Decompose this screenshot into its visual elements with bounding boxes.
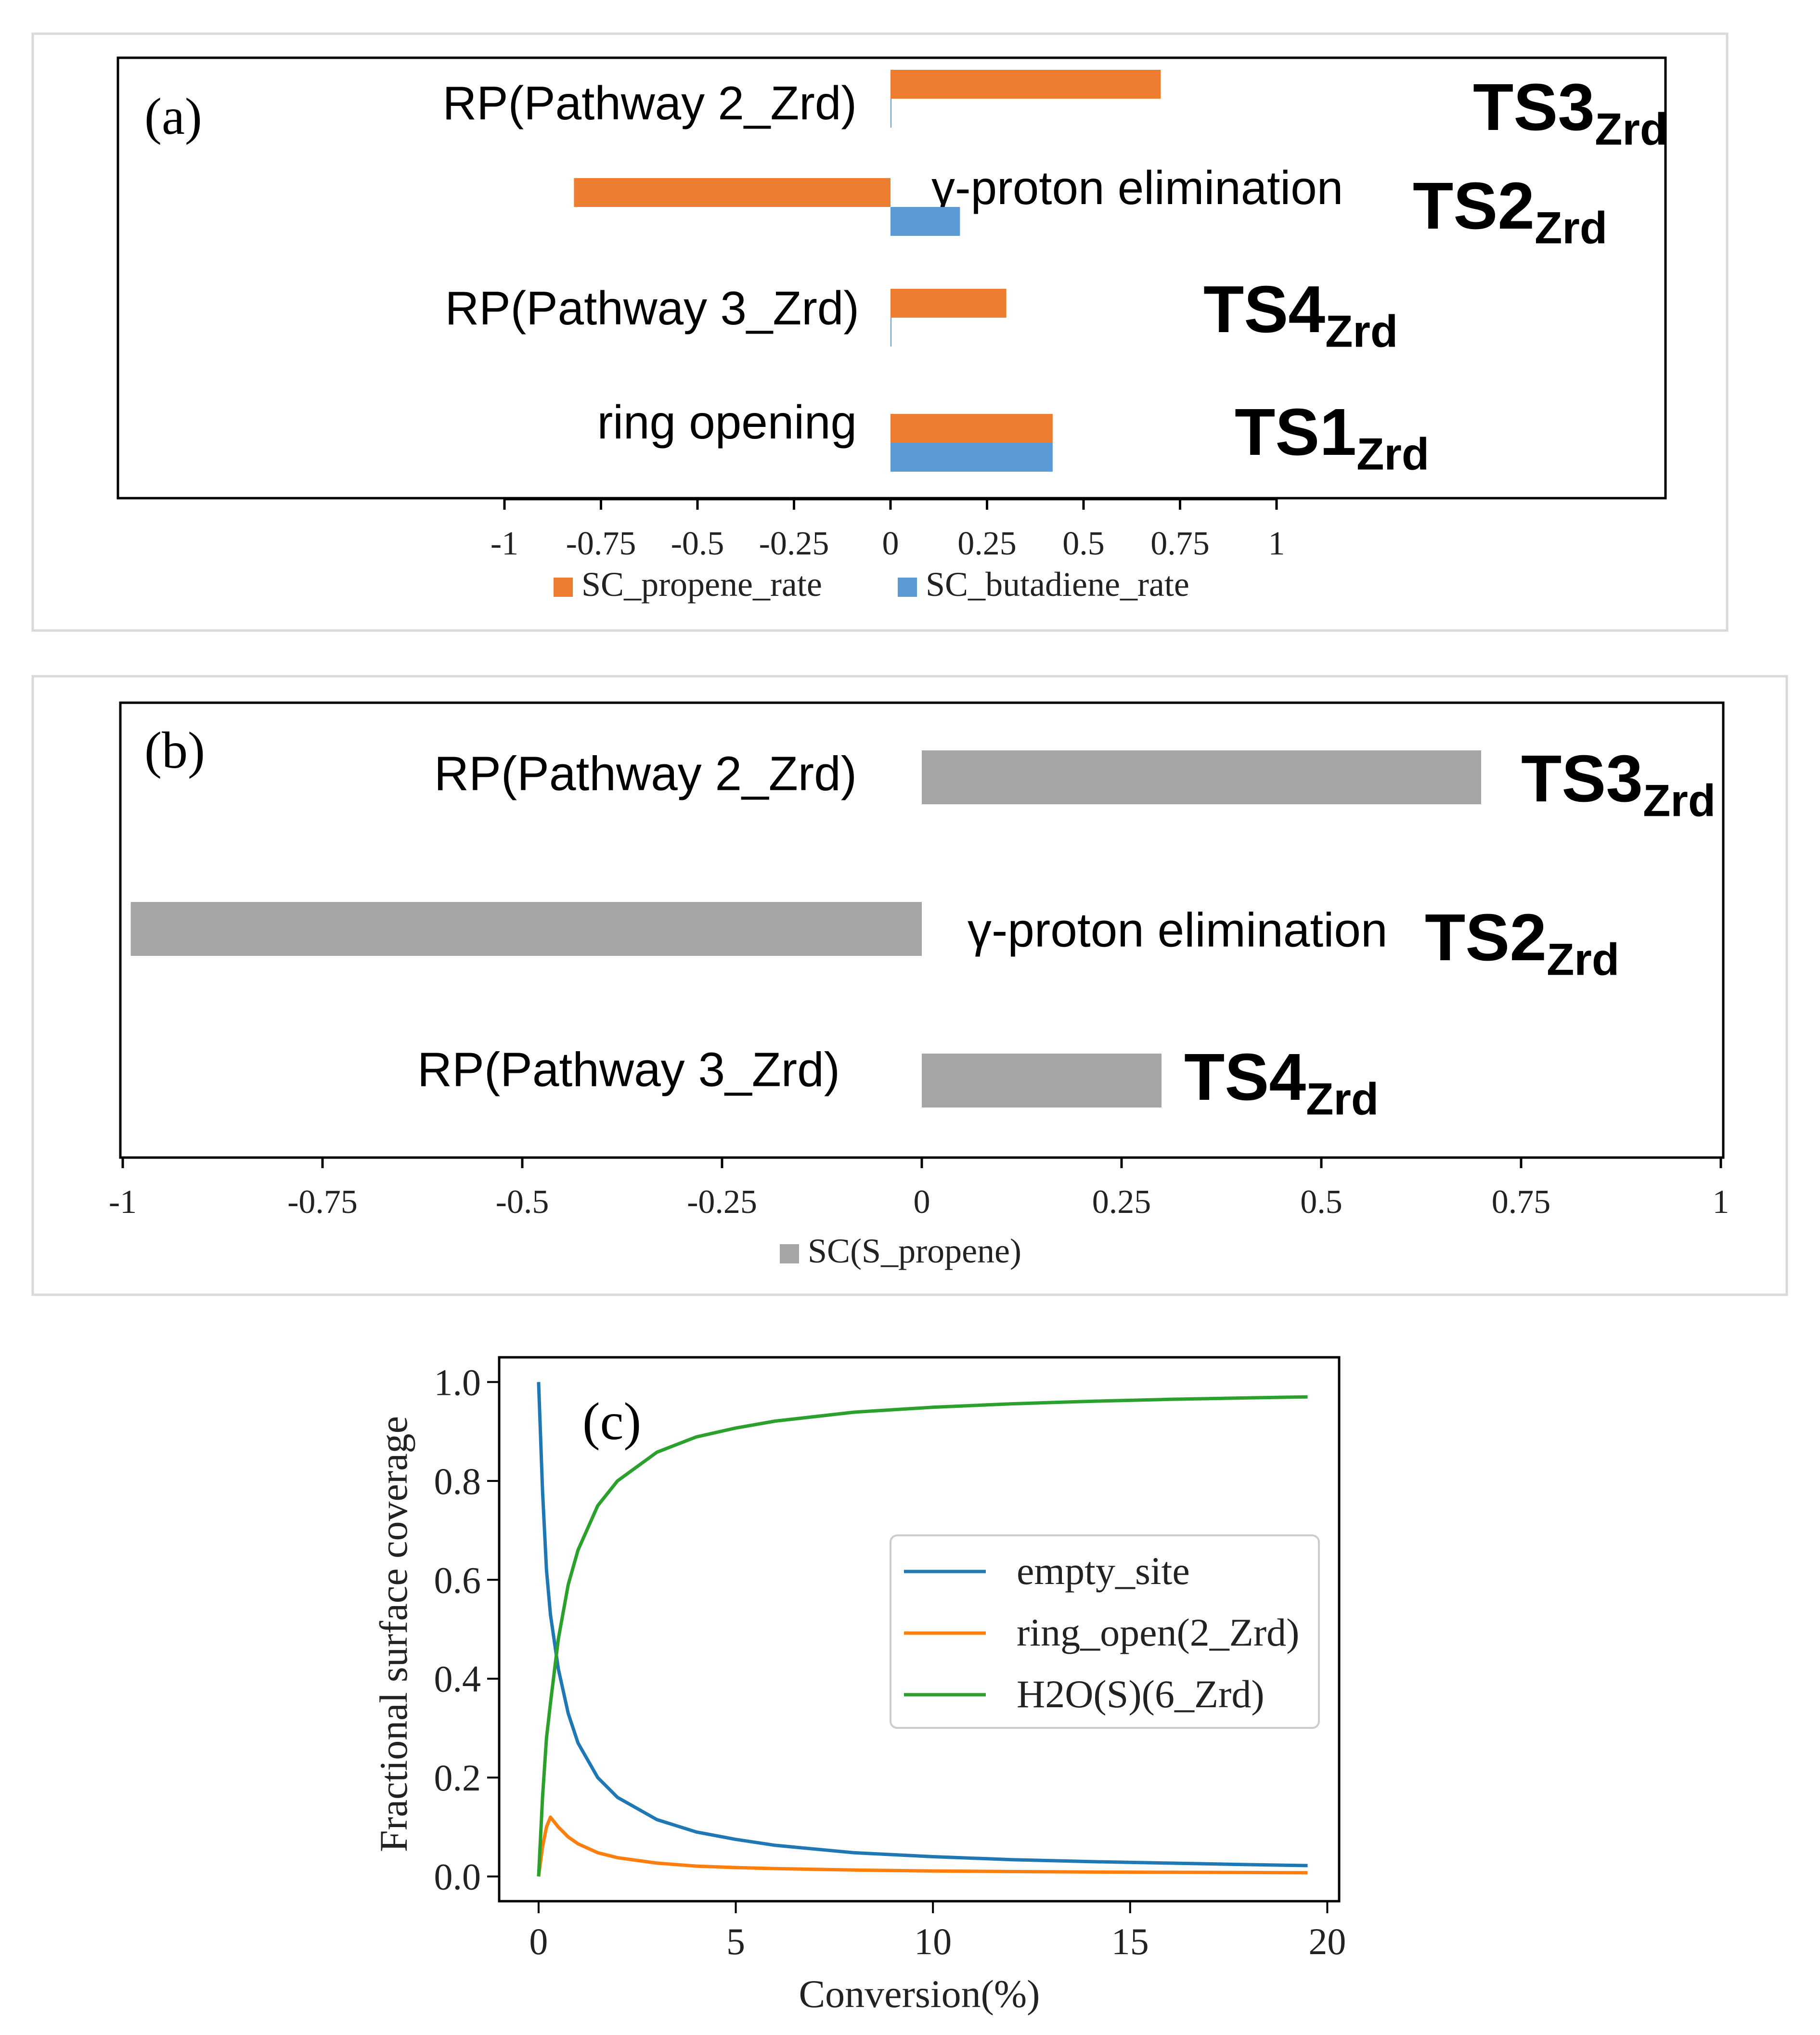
x-tick-label: 5 (726, 1920, 745, 1962)
x-tick-label: 0 (882, 525, 899, 562)
y-tick-label: 0.6 (434, 1559, 481, 1601)
panel-b-outer-frame (31, 675, 1788, 1296)
bar-sc-propene-rate-1 (891, 70, 1161, 99)
x-tick-label: 1 (1268, 525, 1285, 562)
legend-swatch (898, 578, 917, 597)
ts-label: TS4Zrd (1184, 1040, 1379, 1124)
y-tick-label: 0.4 (434, 1658, 481, 1700)
category-label: ring opening (597, 396, 857, 449)
ts-label: TS2Zrd (1425, 901, 1619, 984)
legend-box (890, 1534, 1320, 1729)
legend-label: SC_butadiene_rate (926, 565, 1189, 604)
panel-c-plot-area (498, 1356, 1341, 1903)
y-tick-label: 0.8 (434, 1460, 481, 1502)
x-tick-label: 1 (1713, 1184, 1730, 1221)
x-tick-label: 0.75 (1150, 525, 1210, 562)
x-tick-label: -1 (109, 1184, 137, 1221)
panel-b-label: (b) (144, 722, 205, 779)
panel-c-label: (c) (582, 1392, 641, 1451)
line-h2o-s-6-zrd (537, 1395, 1308, 1877)
bar-sc-propene-rate-3 (891, 289, 1007, 318)
x-tick-label: -1 (490, 525, 518, 562)
legend-label: empty_site (1017, 1549, 1190, 1593)
x-tick-label: 20 (1308, 1920, 1346, 1962)
panel-a-outer-frame (31, 32, 1729, 632)
x-tick-label: 0.25 (1092, 1184, 1151, 1221)
bar-sc-butadiene-rate-2 (891, 207, 960, 236)
line-empty-site (537, 1382, 1308, 1868)
x-tick-label: -0.5 (671, 525, 724, 562)
bar-sc-propene-rate-2 (574, 178, 891, 207)
c-xlabel: Conversion(%) (799, 1972, 1040, 2016)
legend-swatch (780, 1244, 799, 1263)
category-label: γ-proton elimination (968, 903, 1388, 957)
x-tick-label: 0.5 (1300, 1184, 1342, 1221)
x-tick-label: -0.25 (687, 1184, 757, 1221)
line-ring-open-2-zrd (537, 1815, 1308, 1877)
x-tick-label: 0.5 (1062, 525, 1105, 562)
y-tick-label: 0.0 (434, 1856, 481, 1898)
ts-label: TS4Zrd (1203, 272, 1398, 356)
legend-swatch (554, 578, 573, 597)
x-tick-label: 0 (529, 1920, 548, 1962)
x-tick-label: 0.25 (957, 525, 1017, 562)
bar-sc-butadiene-rate-4 (891, 443, 1053, 472)
bar-sc-s-propene-1 (922, 750, 1481, 804)
y-tick-label: 1.0 (434, 1361, 481, 1403)
panel-a: (a) RP(Pathway 2_Zrd) TS3Zrd γ-proton elim… (31, 32, 1729, 632)
panel-a-label: (a) (144, 88, 202, 145)
panel-c: (c) 0 5 10 15 20 0.0 0.2 0.4 0.6 0.8 1.0 Conversio… (372, 1356, 1346, 2016)
x-tick-label: -0.75 (566, 525, 636, 562)
bar-sc-propene-rate-4 (891, 414, 1053, 443)
ts-label: TS3Zrd (1473, 70, 1667, 154)
ts-label: TS1Zrd (1235, 395, 1429, 479)
x-tick-label: -0.25 (759, 525, 829, 562)
x-tick-label: 0.75 (1492, 1184, 1551, 1221)
bar-sc-s-propene-3 (922, 1054, 1162, 1108)
legend-label: SC_propene_rate (581, 565, 822, 604)
x-tick-label: 0 (914, 1184, 930, 1221)
category-label: γ-proton elimination (931, 161, 1343, 214)
panel-b: (b) RP(Pathway 2_Zrd) TS3Zrd γ-proton elim… (31, 675, 1788, 1296)
category-label: RP(Pathway 2_Zrd) (434, 747, 857, 800)
legend-label: SC(S_propene) (808, 1232, 1021, 1270)
x-tick-label: -0.5 (496, 1184, 549, 1221)
category-label: RP(Pathway 3_Zrd) (445, 282, 859, 335)
legend-label: ring_open(2_Zrd) (1017, 1610, 1300, 1654)
ts-label: TS2Zrd (1413, 169, 1607, 253)
bar-sc-s-propene-2 (130, 902, 922, 956)
category-label: RP(Pathway 3_Zrd) (417, 1043, 840, 1096)
x-tick-label: -0.75 (287, 1184, 358, 1221)
category-label: RP(Pathway 2_Zrd) (442, 77, 857, 129)
y-tick-label: 0.2 (434, 1757, 481, 1799)
legend-label: H2O(S)(6_Zrd) (1017, 1672, 1265, 1716)
x-tick-label: 10 (914, 1920, 952, 1962)
x-tick-label: 15 (1111, 1920, 1149, 1962)
ts-label: TS3Zrd (1521, 742, 1716, 825)
c-ylabel: Fractional surface coverage (372, 1416, 415, 1852)
